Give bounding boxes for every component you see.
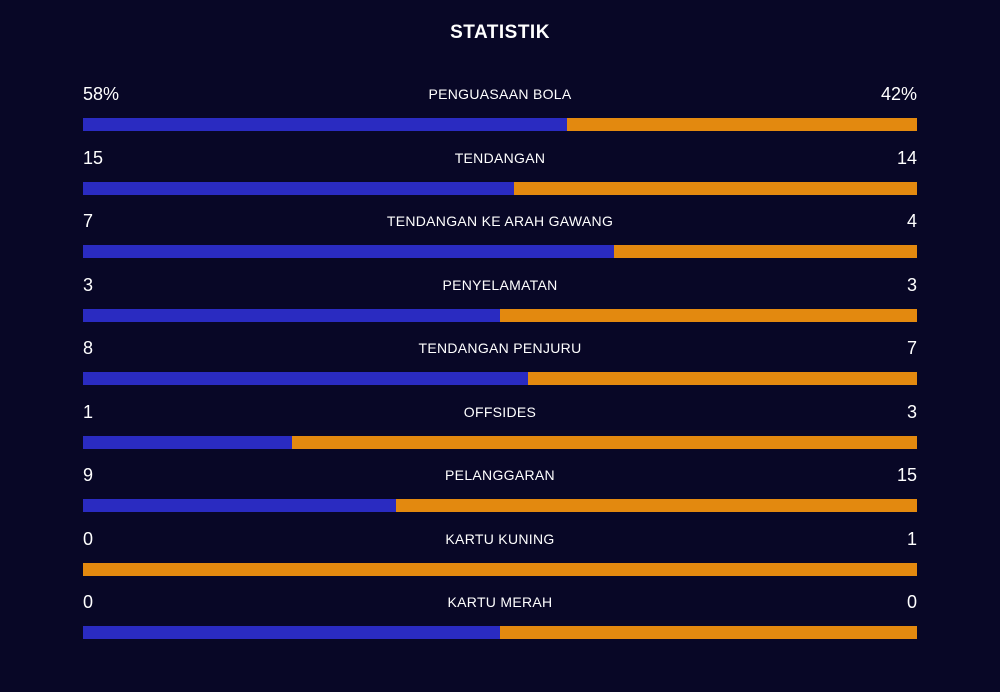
away-value: 3 xyxy=(906,401,917,422)
away-bar-segment xyxy=(500,308,917,322)
stat-row-header: TENDANGAN 15 14 xyxy=(83,144,917,182)
comparison-bar xyxy=(83,499,917,512)
home-value: 58% xyxy=(83,84,120,104)
away-bar-segment xyxy=(527,372,917,385)
home-value: 0 xyxy=(83,592,94,612)
stat-row-header: PENYELAMATAN 3 3 xyxy=(83,271,917,309)
stat-label: KARTU KUNING xyxy=(445,530,555,547)
home-bar-segment xyxy=(83,499,396,512)
home-value: 7 xyxy=(83,211,94,231)
home-bar-segment xyxy=(83,308,500,322)
away-value: 0 xyxy=(906,592,917,612)
stat-row: OFFSIDES 1 3 xyxy=(83,398,917,462)
away-bar-segment xyxy=(395,499,917,512)
away-value: 1 xyxy=(906,528,917,549)
comparison-bar xyxy=(83,245,917,258)
stat-row: PENYELAMATAN 3 3 xyxy=(83,271,917,335)
stat-row: PELANGGARAN 9 15 xyxy=(83,461,917,525)
stat-row: TENDANGAN 15 14 xyxy=(83,144,917,208)
stat-row-header: PELANGGARAN 9 15 xyxy=(83,461,917,499)
comparison-bar xyxy=(83,435,917,449)
home-value: 8 xyxy=(83,338,94,358)
stats-list: PENGUASAAN BOLA 58% 42% TENDANGAN 15 14 TENDAN… xyxy=(83,80,917,652)
stat-row-header: KARTU MERAH 0 0 xyxy=(83,588,917,626)
stat-row: PENGUASAAN BOLA 58% 42% xyxy=(83,80,917,144)
comparison-bar xyxy=(83,308,917,322)
stat-label: TENDANGAN KE ARAH GAWANG xyxy=(386,213,614,229)
comparison-bar xyxy=(83,562,917,576)
home-bar-segment xyxy=(83,245,614,258)
away-value: 42% xyxy=(880,84,917,104)
stat-row: KARTU KUNING 0 1 xyxy=(83,525,917,589)
comparison-bar xyxy=(83,118,917,131)
away-value: 3 xyxy=(906,274,917,295)
stat-row-header: OFFSIDES 1 3 xyxy=(83,398,917,436)
home-bar-segment xyxy=(83,626,500,639)
home-value: 9 xyxy=(83,465,94,485)
stat-row: KARTU MERAH 0 0 xyxy=(83,588,917,652)
home-bar-segment xyxy=(83,435,292,449)
away-bar-segment xyxy=(83,562,917,576)
home-bar-segment xyxy=(83,372,528,385)
stat-row-header: PENGUASAAN BOLA 58% 42% xyxy=(83,80,917,118)
away-value: 4 xyxy=(906,211,917,231)
away-bar-segment xyxy=(613,245,917,258)
stat-label: OFFSIDES xyxy=(463,403,537,420)
home-bar-segment xyxy=(83,181,515,195)
stat-label: KARTU MERAH xyxy=(447,594,553,610)
away-bar-segment xyxy=(291,435,917,449)
away-bar-segment xyxy=(514,181,917,195)
stat-row: TENDANGAN KE ARAH GAWANG 7 4 xyxy=(83,207,917,271)
away-bar-segment xyxy=(500,626,917,639)
home-value: 3 xyxy=(83,274,94,295)
stat-label: PENYELAMATAN xyxy=(442,276,558,293)
away-bar-segment xyxy=(566,118,917,131)
stat-row-header: TENDANGAN KE ARAH GAWANG 7 4 xyxy=(83,207,917,245)
stat-label: TENDANGAN PENJURU xyxy=(418,340,582,356)
stat-row-header: TENDANGAN PENJURU 8 7 xyxy=(83,334,917,372)
comparison-bar xyxy=(83,372,917,385)
page-title: STATISTIK xyxy=(450,22,550,43)
away-value: 15 xyxy=(896,465,917,485)
home-value: 15 xyxy=(83,147,104,168)
home-value: 0 xyxy=(83,528,94,549)
home-value: 1 xyxy=(83,401,94,422)
comparison-bar xyxy=(83,626,917,639)
stat-label: PENGUASAAN BOLA xyxy=(428,86,572,102)
comparison-bar xyxy=(83,181,917,195)
stat-row: TENDANGAN PENJURU 8 7 xyxy=(83,334,917,398)
away-value: 7 xyxy=(906,338,917,358)
stat-row-header: KARTU KUNING 0 1 xyxy=(83,525,917,563)
stat-label: TENDANGAN xyxy=(454,149,546,166)
away-value: 14 xyxy=(896,147,917,168)
stat-label: PELANGGARAN xyxy=(445,467,555,483)
home-bar-segment xyxy=(83,118,567,131)
